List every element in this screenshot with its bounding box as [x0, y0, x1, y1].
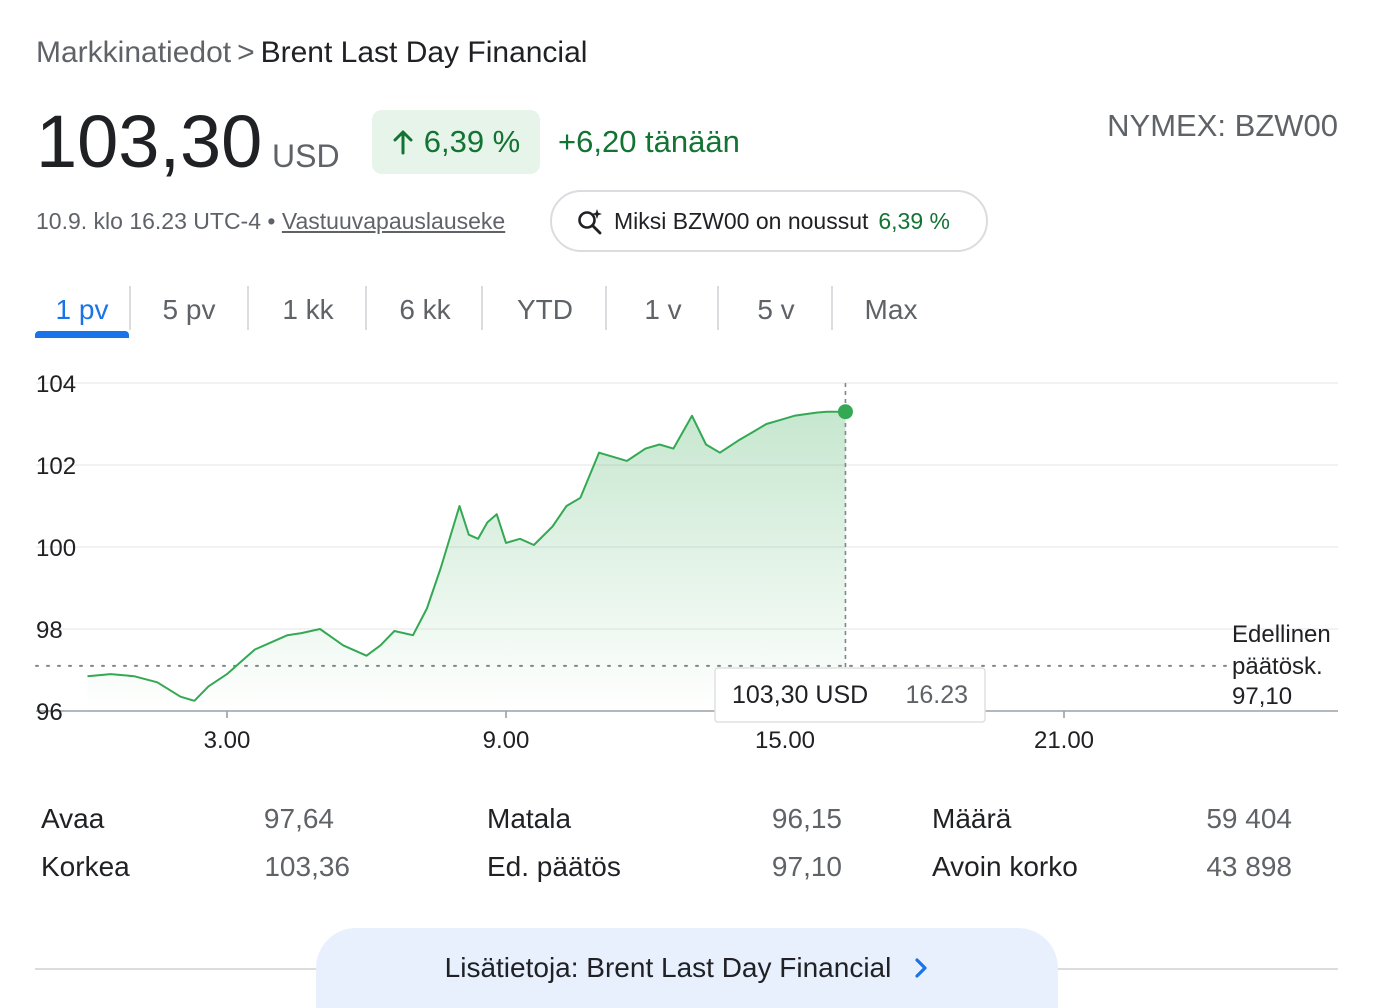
stat-label-open-interest: Avoin korko [932, 851, 1078, 882]
x-tick-label: 15.00 [755, 727, 815, 754]
last-price-point [837, 404, 853, 420]
chevron-right-icon [915, 958, 927, 978]
tab-1-month[interactable]: 1 kk [249, 280, 367, 340]
tab-label: 5 v [757, 294, 795, 325]
price-currency: USD [272, 138, 340, 174]
x-tick-label: 3.00 [204, 727, 251, 754]
stat-value-high: 103,36 [264, 851, 350, 882]
change-percent: 6,39 % [423, 124, 521, 159]
y-tick-label: 100 [36, 535, 76, 562]
tab-5-days[interactable]: 5 pv [129, 280, 249, 340]
tooltip-time: 16.23 [905, 681, 968, 709]
stat-label-prev-close: Ed. päätös [487, 851, 621, 882]
chart-tooltip: 103,30 USD 16.23 [714, 667, 986, 723]
tab-divider [481, 286, 483, 330]
why-rising-pct: 6,39 % [878, 207, 950, 234]
tab-label: 6 kk [399, 294, 451, 325]
tab-label: 5 pv [162, 294, 216, 325]
exchange-symbol: NYMEX: BZW00 [1107, 108, 1338, 143]
tab-divider [831, 286, 833, 330]
stat-value-volume: 59 404 [1206, 803, 1292, 834]
tab-label: 1 v [644, 294, 682, 325]
change-percent-badge: 6,39 % [372, 110, 540, 174]
sparkle-search-icon [578, 209, 602, 235]
tab-divider [365, 286, 367, 330]
breadcrumb-separator: > [237, 36, 255, 69]
tab-1-year[interactable]: 1 v [607, 280, 719, 340]
tab-divider [717, 286, 719, 330]
tab-label: YTD [517, 294, 573, 325]
x-tick-label: 9.00 [483, 727, 530, 754]
disclaimer-link[interactable]: Vastuuvapauslauseke [281, 208, 506, 234]
bullet: • [267, 208, 276, 234]
price-line [87, 410, 846, 702]
tab-label: Max [864, 294, 918, 325]
timestamp: 10.9. klo 16.23 UTC-4 [36, 208, 262, 234]
tab-label: 1 pv [55, 294, 109, 325]
tab-divider [247, 286, 249, 330]
arrow-up-icon [393, 130, 413, 155]
y-tick-label: 104 [36, 371, 76, 398]
range-tabs: 1 pv 5 pv 1 kk 6 kk YTD 1 v 5 v Max [35, 280, 949, 340]
previous-close-value: 97,10 [1232, 683, 1292, 710]
stat-value-open: 97,64 [263, 803, 334, 834]
more-info-label: Lisätietoja: Brent Last Day Financial [444, 952, 892, 983]
breadcrumb-root[interactable]: Markkinatiedot [36, 36, 232, 69]
tab-1-day[interactable]: 1 pv [35, 280, 129, 340]
stat-value-low: 96,15 [771, 803, 842, 834]
stat-value-open-interest: 43 898 [1206, 851, 1292, 882]
y-tick-label: 102 [36, 453, 76, 480]
tooltip-box [714, 667, 986, 723]
more-info-button[interactable]: Lisätietoja: Brent Last Day Financial [316, 928, 1058, 1008]
tab-divider [605, 286, 607, 330]
breadcrumb: Markkinatiedot > Brent Last Day Financial [36, 36, 587, 70]
stat-value-prev-close: 97,10 [771, 851, 842, 882]
stat-label-volume: Määrä [932, 803, 1012, 834]
previous-close-label: päätösk. [1232, 653, 1323, 680]
why-rising-label: Miksi BZW00 on noussut [614, 207, 869, 234]
y-tick-label: 98 [36, 617, 63, 644]
why-rising-button[interactable]: Miksi BZW00 on noussut 6,39 % [550, 190, 988, 252]
breadcrumb-current: Brent Last Day Financial [260, 36, 588, 69]
stat-label-high: Korkea [41, 851, 130, 882]
previous-close-label: Edellinen [1232, 621, 1331, 648]
price-chart[interactable]: 103,30 USD 16.23 104 102 100 98 96 3.00 9.00 15.… [0, 360, 1394, 760]
quote-meta: 10.9. klo 16.23 UTC-4 • Vastuuvapauslaus… [36, 208, 505, 235]
stat-label-low: Matala [487, 803, 572, 834]
tab-ytd[interactable]: YTD [483, 280, 607, 340]
tab-divider [129, 286, 131, 330]
tab-label: 1 kk [282, 294, 334, 325]
tooltip-value: 103,30 USD [732, 681, 868, 709]
tab-max[interactable]: Max [833, 280, 949, 340]
x-tick-label: 21.00 [1034, 727, 1094, 754]
price-area [87, 411, 846, 711]
tab-5-years[interactable]: 5 v [719, 280, 833, 340]
stat-label-open: Avaa [41, 803, 105, 834]
price-value: 103,30 [36, 100, 263, 183]
y-tick-label: 96 [36, 699, 63, 726]
tab-active-indicator [35, 331, 129, 338]
change-today: +6,20 tänään [558, 124, 740, 159]
tab-6-months[interactable]: 6 kk [367, 280, 483, 340]
